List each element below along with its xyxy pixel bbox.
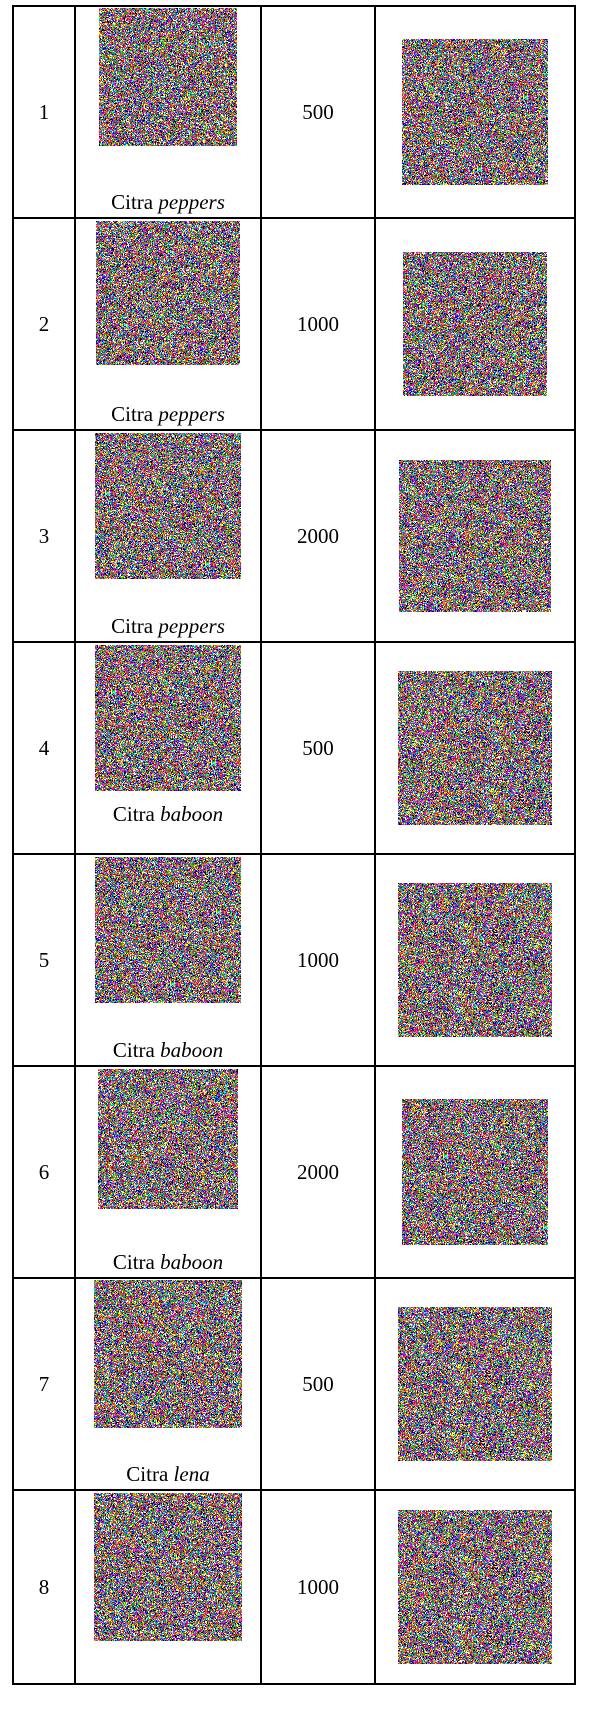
source-image-cell: Citra baboon — [74, 853, 262, 1067]
row-number: 2 — [12, 217, 76, 431]
result-image-cell — [374, 1277, 576, 1491]
noise-image-icon — [96, 221, 240, 365]
result-image-cell — [374, 641, 576, 855]
source-image-cell: Citra peppers — [74, 5, 262, 219]
iteration-value: 500 — [260, 641, 376, 855]
noise-image-icon — [98, 1069, 238, 1209]
row-number: 5 — [12, 853, 76, 1067]
noise-image-icon — [95, 433, 241, 579]
row-number: 6 — [12, 1065, 76, 1279]
caption-prefix: Citra — [111, 614, 154, 638]
source-image-cell: Citra lena — [74, 1277, 262, 1491]
noise-image-icon — [95, 857, 241, 1003]
table-row: 3 Citra peppers 2000 — [12, 429, 576, 643]
result-image-cell — [374, 1489, 576, 1685]
caption-name: baboon — [160, 802, 224, 826]
caption-prefix: Citra — [111, 402, 154, 426]
iteration-value: 500 — [260, 1277, 376, 1491]
noise-image-icon — [403, 252, 547, 396]
source-image-cell — [74, 1489, 262, 1685]
result-image-cell — [374, 1065, 576, 1279]
table-row: 1 Citra peppers 500 — [12, 5, 576, 219]
table-row: 8 1000 — [12, 1489, 576, 1685]
result-image-cell — [374, 5, 576, 219]
image-caption: Citra peppers — [76, 192, 260, 213]
image-caption: Citra lena — [76, 1464, 260, 1485]
caption-name: peppers — [158, 614, 225, 638]
row-number: 7 — [12, 1277, 76, 1491]
row-number: 1 — [12, 5, 76, 219]
caption-name: peppers — [158, 190, 225, 214]
image-caption: Citra peppers — [76, 616, 260, 637]
caption-name: baboon — [160, 1250, 224, 1274]
noise-image-icon — [402, 1099, 548, 1245]
noise-image-icon — [398, 883, 552, 1037]
row-number: 3 — [12, 429, 76, 643]
table-row: 7 Citra lena 500 — [12, 1277, 576, 1491]
table-row: 5 Citra baboon 1000 — [12, 853, 576, 1067]
caption-prefix: Citra — [126, 1462, 169, 1486]
noise-image-icon — [398, 1510, 552, 1664]
caption-prefix: Citra — [112, 1250, 155, 1274]
results-table: 1 Citra peppers 500 2 Citra peppers 1000… — [12, 5, 576, 1685]
iteration-value: 1000 — [260, 853, 376, 1067]
caption-prefix: Citra — [112, 1038, 155, 1062]
source-image-cell: Citra peppers — [74, 217, 262, 431]
noise-image-icon — [398, 1307, 552, 1461]
source-image-cell: Citra baboon — [74, 1065, 262, 1279]
noise-image-icon — [398, 671, 552, 825]
table-row: 6 Citra baboon 2000 — [12, 1065, 576, 1279]
table-row: 2 Citra peppers 1000 — [12, 217, 576, 431]
table-row: 4 Citra baboon 500 — [12, 641, 576, 855]
noise-image-icon — [402, 39, 548, 185]
caption-prefix: Citra — [111, 190, 154, 214]
noise-image-icon — [99, 8, 237, 146]
caption-prefix: Citra — [112, 802, 155, 826]
image-caption: Citra baboon — [76, 804, 260, 825]
source-image-cell: Citra baboon — [74, 641, 262, 855]
iteration-value: 500 — [260, 5, 376, 219]
result-image-cell — [374, 429, 576, 643]
image-caption: Citra baboon — [76, 1252, 260, 1273]
caption-name: lena — [173, 1462, 210, 1486]
image-caption: Citra baboon — [76, 1040, 260, 1061]
row-number: 8 — [12, 1489, 76, 1685]
iteration-value: 1000 — [260, 1489, 376, 1685]
noise-image-icon — [94, 1280, 242, 1428]
iteration-value: 2000 — [260, 429, 376, 643]
caption-name: baboon — [160, 1038, 224, 1062]
source-image-cell: Citra peppers — [74, 429, 262, 643]
row-number: 4 — [12, 641, 76, 855]
result-image-cell — [374, 853, 576, 1067]
iteration-value: 2000 — [260, 1065, 376, 1279]
result-image-cell — [374, 217, 576, 431]
noise-image-icon — [95, 645, 241, 791]
noise-image-icon — [399, 460, 551, 612]
iteration-value: 1000 — [260, 217, 376, 431]
caption-name: peppers — [158, 402, 225, 426]
noise-image-icon — [94, 1493, 242, 1641]
image-caption: Citra peppers — [76, 404, 260, 425]
